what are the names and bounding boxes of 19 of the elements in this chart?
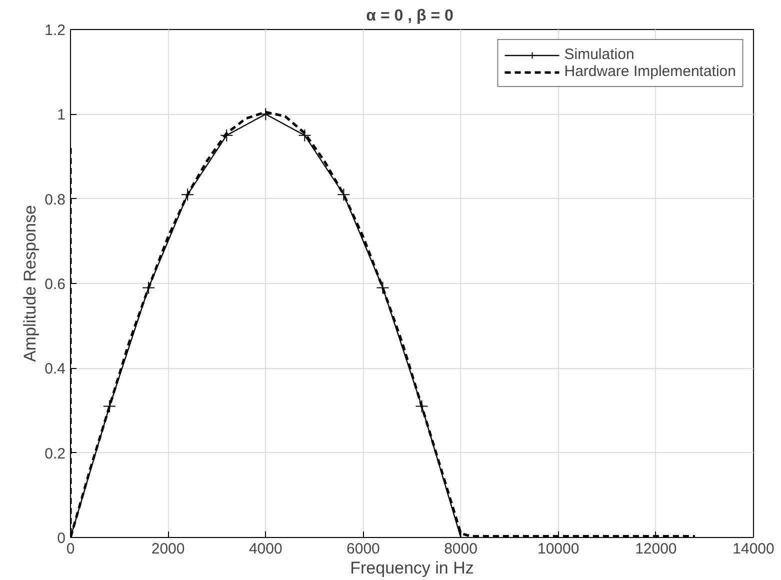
x-tick-label: 4000 — [248, 540, 282, 558]
x-tick-label: 2000 — [151, 540, 185, 558]
x-axis-title: Frequency in Hz — [350, 558, 474, 578]
x-tick-label: 8000 — [444, 540, 478, 558]
y-tick-label: 0.2 — [44, 445, 66, 462]
y-tick-label: 1 — [57, 106, 66, 124]
x-tick-label: 12000 — [635, 540, 677, 558]
y-tick-label: 0.8 — [44, 191, 66, 208]
x-tick-label: 14000 — [732, 540, 774, 558]
chart-title: α = 0 , β = 0 — [366, 8, 454, 24]
legend-label: Simulation — [564, 46, 634, 63]
legend-label: Hardware Implementation — [564, 63, 736, 80]
x-tick-label: 10000 — [538, 540, 580, 558]
y-tick-label: 0.6 — [44, 276, 66, 293]
x-tick-label: 6000 — [346, 540, 380, 558]
y-axis-title: Amplitude Response — [20, 205, 40, 362]
y-tick-label: 0 — [57, 530, 66, 547]
y-tick-label: 1.2 — [44, 22, 66, 39]
y-tick-label: 0.4 — [44, 360, 66, 378]
